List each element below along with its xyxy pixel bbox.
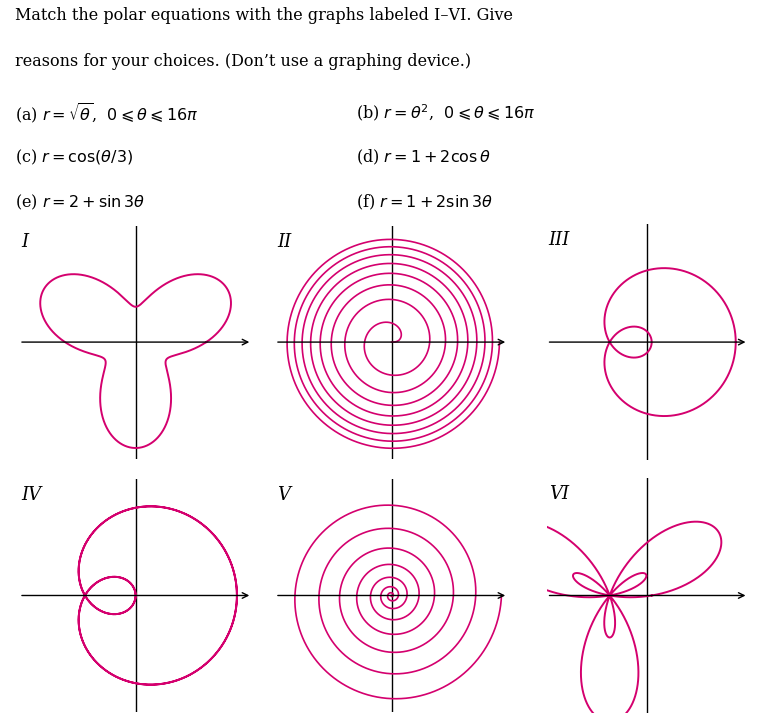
- Text: VI: VI: [549, 485, 568, 503]
- Text: IV: IV: [21, 486, 41, 504]
- Text: (c) $r = \cos(\theta/3)$: (c) $r = \cos(\theta/3)$: [15, 148, 134, 167]
- Text: (e) $r = 2 + \sin 3\theta$: (e) $r = 2 + \sin 3\theta$: [15, 193, 145, 212]
- Text: III: III: [549, 232, 570, 250]
- Text: (d) $r = 1 + 2\cos\theta$: (d) $r = 1 + 2\cos\theta$: [356, 148, 491, 167]
- Text: Match the polar equations with the graphs labeled I–VI. Give: Match the polar equations with the graph…: [15, 7, 513, 24]
- Text: V: V: [277, 486, 290, 504]
- Text: I: I: [21, 232, 28, 251]
- Text: reasons for your choices. (Don’t use a graphing device.): reasons for your choices. (Don’t use a g…: [15, 53, 471, 70]
- Text: (f) $r = 1 + 2\sin 3\theta$: (f) $r = 1 + 2\sin 3\theta$: [356, 193, 493, 212]
- Text: II: II: [277, 232, 292, 251]
- Text: (b) $r = \theta^2$,  $0 \leqslant \theta \leqslant 16\pi$: (b) $r = \theta^2$, $0 \leqslant \theta …: [356, 102, 536, 123]
- Text: (a) $r = \sqrt{\theta}$,  $0 \leqslant \theta \leqslant 16\pi$: (a) $r = \sqrt{\theta}$, $0 \leqslant \t…: [15, 102, 199, 127]
